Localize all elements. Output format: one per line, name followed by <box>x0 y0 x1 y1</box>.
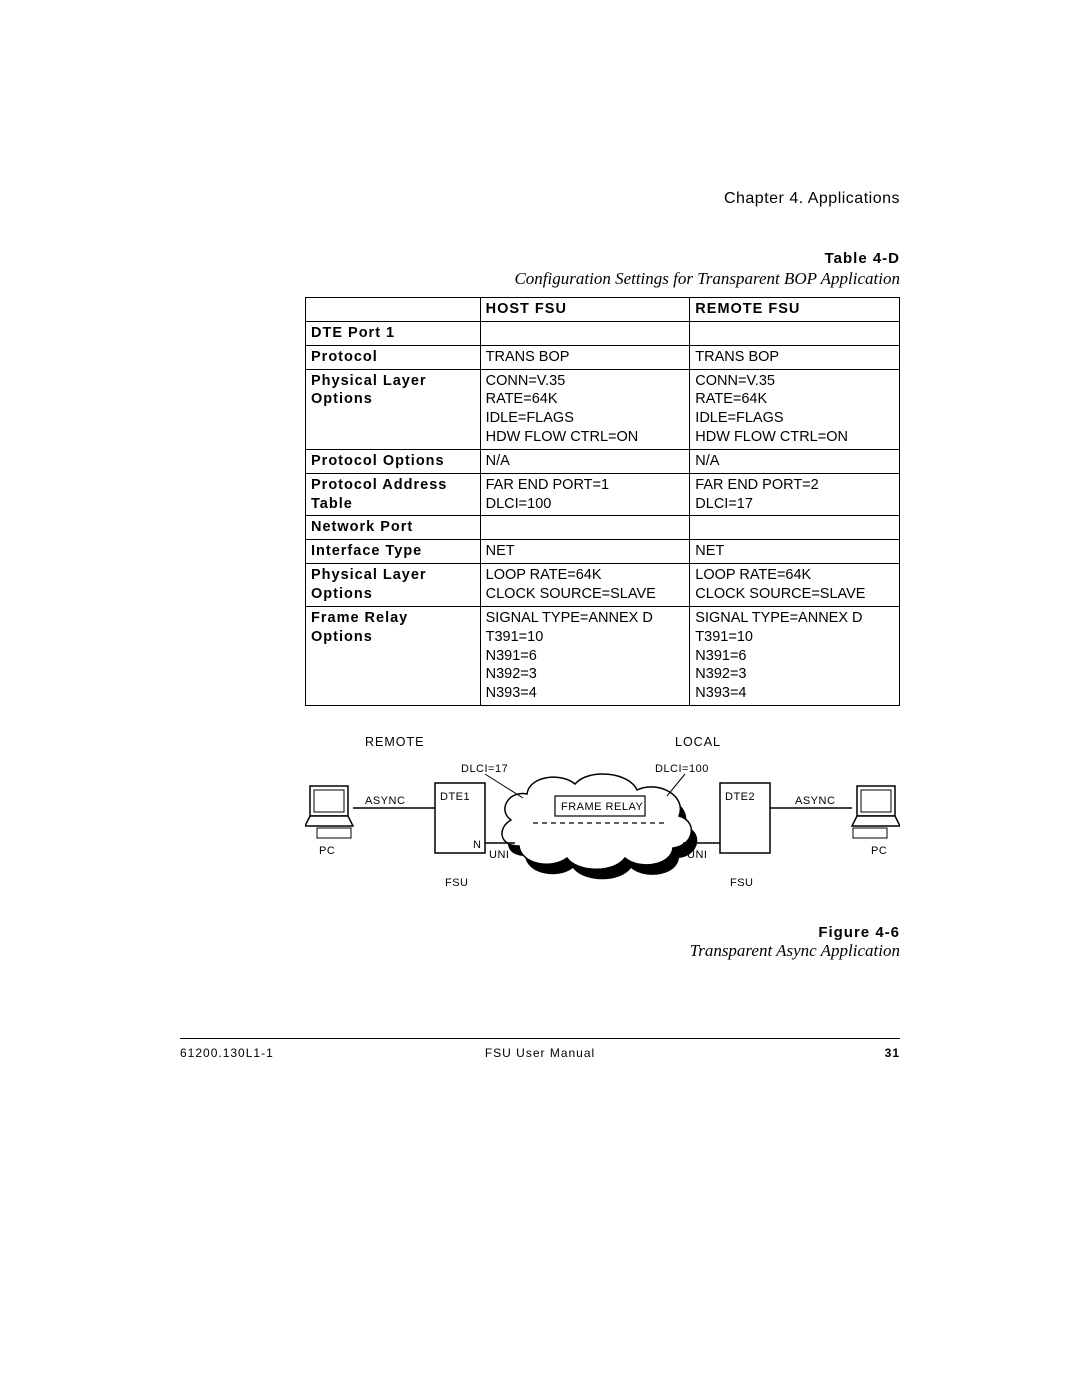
config-table: HOST FSU REMOTE FSU DTE Port 1ProtocolTR… <box>305 297 900 706</box>
row-host <box>480 321 690 345</box>
figure-caption: Transparent Async Application <box>180 941 900 961</box>
row-remote: LOOP RATE=64KCLOCK SOURCE=SLAVE <box>690 564 900 607</box>
row-remote: SIGNAL TYPE=ANNEX DT391=10N391=6N392=3N3… <box>690 606 900 705</box>
dte1-label: DTE1 <box>440 791 470 803</box>
dlci-right-label: DLCI=100 <box>655 763 709 775</box>
page-footer: 61200.130L1-1 FSU User Manual 31 <box>180 1046 900 1060</box>
row-label: Physical Layer Options <box>306 369 481 449</box>
row-remote: FAR END PORT=2DLCI=17 <box>690 473 900 516</box>
row-label: Network Port <box>306 516 481 540</box>
async-right-label: ASYNC <box>795 795 835 807</box>
row-host: CONN=V.35RATE=64KIDLE=FLAGSHDW FLOW CTRL… <box>480 369 690 449</box>
row-remote: TRANS BOP <box>690 345 900 369</box>
uni-left-label: UNI <box>489 849 509 861</box>
row-label: Protocol Address Table <box>306 473 481 516</box>
row-label: Frame Relay Options <box>306 606 481 705</box>
pc-right-label: PC <box>871 845 887 857</box>
row-host: FAR END PORT=1DLCI=100 <box>480 473 690 516</box>
table-row: Frame Relay OptionsSIGNAL TYPE=ANNEX DT3… <box>306 606 900 705</box>
table-row: ProtocolTRANS BOPTRANS BOP <box>306 345 900 369</box>
col-remote-header: REMOTE FSU <box>690 298 900 322</box>
chapter-header: Chapter 4. Applications <box>180 190 900 208</box>
table-caption: Configuration Settings for Transparent B… <box>180 269 900 289</box>
n-label: N <box>473 839 481 851</box>
fsu-left-label: FSU <box>445 877 469 889</box>
table-row: Protocol OptionsN/AN/A <box>306 449 900 473</box>
row-host: TRANS BOP <box>480 345 690 369</box>
row-remote <box>690 321 900 345</box>
row-label: DTE Port 1 <box>306 321 481 345</box>
dte2-label: DTE2 <box>725 791 755 803</box>
table-label: Table 4-D <box>180 250 900 267</box>
async-left-label: ASYNC <box>365 795 405 807</box>
row-host: NET <box>480 540 690 564</box>
row-label: Physical Layer Options <box>306 564 481 607</box>
frame-relay-label: FRAME RELAY <box>561 801 643 813</box>
row-remote <box>690 516 900 540</box>
table-header-row: HOST FSU REMOTE FSU <box>306 298 900 322</box>
uni-right-label: UNI <box>687 849 707 861</box>
row-remote: CONN=V.35RATE=64KIDLE=FLAGSHDW FLOW CTRL… <box>690 369 900 449</box>
table-row: Protocol Address TableFAR END PORT=1DLCI… <box>306 473 900 516</box>
figure-label: Figure 4-6 <box>180 924 900 941</box>
row-host: LOOP RATE=64KCLOCK SOURCE=SLAVE <box>480 564 690 607</box>
col-host-header: HOST FSU <box>480 298 690 322</box>
table-row: Interface TypeNETNET <box>306 540 900 564</box>
row-remote: N/A <box>690 449 900 473</box>
diagram-remote-header: REMOTE <box>365 735 424 749</box>
diagram-local-header: LOCAL <box>675 735 721 749</box>
pc-right-icon <box>852 786 900 838</box>
row-label: Protocol Options <box>306 449 481 473</box>
row-label: Protocol <box>306 345 481 369</box>
fsu-right-label: FSU <box>730 877 754 889</box>
table-row: Network Port <box>306 516 900 540</box>
table-row: Physical Layer OptionsLOOP RATE=64KCLOCK… <box>306 564 900 607</box>
table-row: DTE Port 1 <box>306 321 900 345</box>
row-remote: NET <box>690 540 900 564</box>
table-row: Physical Layer OptionsCONN=V.35RATE=64KI… <box>306 369 900 449</box>
cloud-icon <box>502 774 691 869</box>
row-label: Interface Type <box>306 540 481 564</box>
row-host: N/A <box>480 449 690 473</box>
pc-left-icon <box>305 786 353 838</box>
footer-center: FSU User Manual <box>180 1046 900 1060</box>
row-host: SIGNAL TYPE=ANNEX DT391=10N391=6N392=3N3… <box>480 606 690 705</box>
row-host <box>480 516 690 540</box>
pc-left-label: PC <box>319 845 335 857</box>
dlci-left-label: DLCI=17 <box>461 763 508 775</box>
footer-rule <box>180 1038 900 1039</box>
col-label-blank <box>306 298 481 322</box>
network-diagram: REMOTE LOCAL PC PC ASYNC ASYNC <box>305 728 900 918</box>
